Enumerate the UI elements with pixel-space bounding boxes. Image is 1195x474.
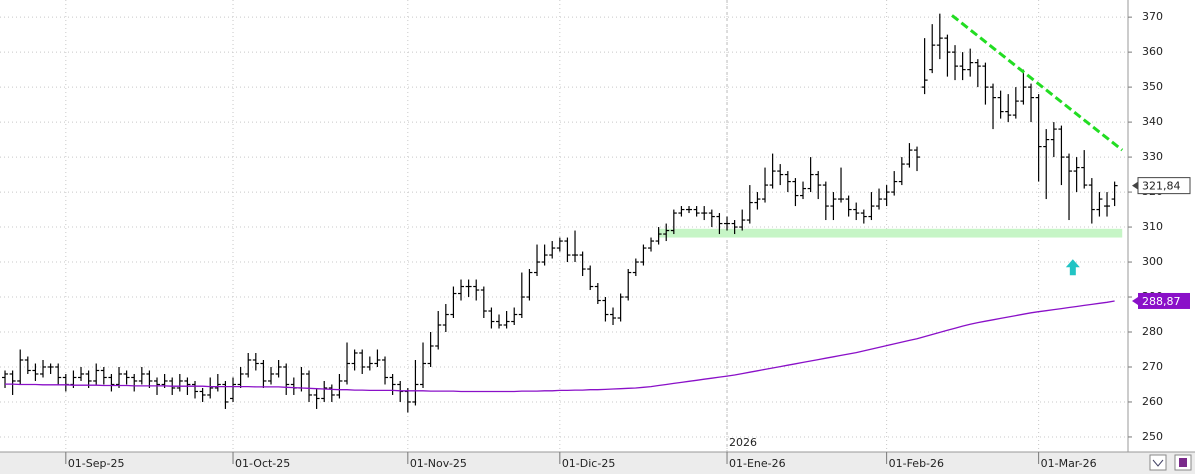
x-tick-label: 01-Feb-26 — [889, 457, 944, 470]
axes: 2502602702802903003103203303403503603700… — [65, 10, 1191, 470]
y-tick-label: 350 — [1142, 80, 1163, 93]
y-tick-label: 310 — [1142, 220, 1163, 233]
last-price-label: 321,84 — [1142, 180, 1181, 193]
x-tick-label: 01-Sep-25 — [68, 457, 125, 470]
x-tick-label: 01-Nov-25 — [410, 457, 467, 470]
y-tick-label: 370 — [1142, 10, 1163, 23]
zoom-button[interactable] — [1149, 454, 1167, 471]
y-tick-label: 300 — [1142, 255, 1163, 268]
ma-value-box — [1138, 292, 1190, 309]
save-icon — [1179, 458, 1187, 467]
y-tick-label: 340 — [1142, 115, 1163, 128]
zoom-icon — [1152, 459, 1164, 467]
y-tick-label: 270 — [1142, 360, 1163, 373]
ma-value-label: 288,87 — [1142, 295, 1181, 308]
x-tick-label: 01-Dic-25 — [562, 457, 616, 470]
x-tick-label: 01-Oct-25 — [235, 457, 290, 470]
x-tick-label: 01-Ene-26 — [729, 457, 786, 470]
y-tick-label: 360 — [1142, 45, 1163, 58]
ma-value-pointer — [1132, 296, 1138, 305]
last-price-pointer — [1132, 181, 1138, 190]
x-axis-band — [0, 452, 1195, 474]
trendline — [951, 14, 1124, 152]
y-tick-label: 330 — [1142, 150, 1163, 163]
year-label: 2026 — [729, 436, 757, 449]
x-tick-label: 01-Mar-26 — [1041, 457, 1097, 470]
y-tick-label: 260 — [1142, 395, 1163, 408]
arrow — [1065, 259, 1080, 276]
moving-average — [5, 300, 1115, 393]
y-tick-label: 250 — [1142, 430, 1163, 443]
plot — [2, 13, 1124, 413]
support-zone — [658, 228, 1123, 238]
y-tick-label: 280 — [1142, 325, 1163, 338]
